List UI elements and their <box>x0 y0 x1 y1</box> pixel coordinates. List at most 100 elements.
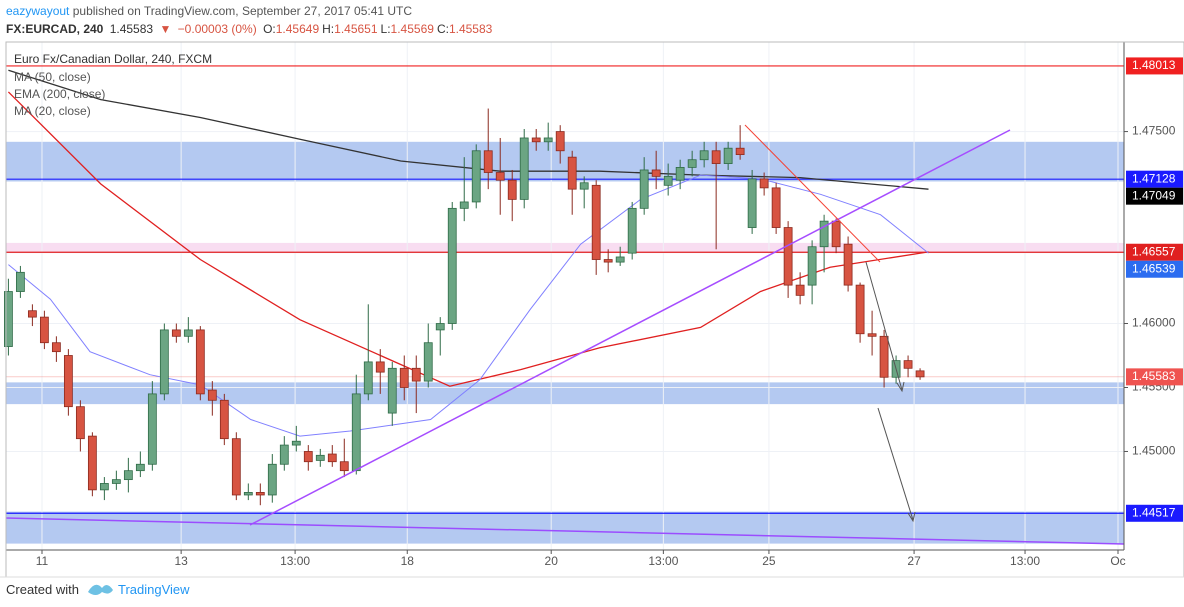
ohlc-value: 1.45583 <box>448 22 493 36</box>
candle-body <box>531 137 541 143</box>
candle-body <box>567 156 577 190</box>
created-with: Created with <box>6 582 79 597</box>
price-label-box <box>1126 243 1183 261</box>
trend-line <box>249 129 1011 526</box>
ohlc-label: H: <box>322 22 335 36</box>
candle-body <box>663 175 673 186</box>
price-label: 1.47049 <box>1132 188 1176 202</box>
change: −0.00003 (0%) <box>177 22 257 36</box>
candle-body <box>759 178 769 189</box>
change-arrow: ▼ <box>159 22 172 36</box>
header-line-2: FX:EURCAD, 240 1.45583 ▼ −0.00003 (0%) O… <box>6 22 498 36</box>
user: eazywayout <box>6 4 70 18</box>
x-tick-label: 13:00 <box>280 554 310 568</box>
x-tick-label: 18 <box>401 554 415 568</box>
candle-body <box>903 360 913 369</box>
candle-body <box>507 179 517 200</box>
candle-body <box>843 243 853 286</box>
candle-body <box>63 355 73 408</box>
candle-body <box>735 147 745 156</box>
candle-body <box>99 483 109 491</box>
price-label: 1.46539 <box>1132 261 1176 275</box>
candle-body <box>483 150 493 173</box>
legend-entry: MA (50, close) <box>14 70 91 84</box>
zone <box>6 382 1124 405</box>
candle-body <box>171 329 181 337</box>
moving-average <box>8 174 929 437</box>
y-tick-label: 1.46000 <box>1132 316 1176 330</box>
candle-body <box>411 367 421 382</box>
footer: Created with TradingView <box>6 582 190 597</box>
candle-body <box>591 184 601 260</box>
candle-body <box>267 463 277 496</box>
candle-body <box>27 310 37 318</box>
candle-body <box>327 453 337 463</box>
candle-body <box>879 335 889 378</box>
candle-body <box>243 492 253 496</box>
candle-body <box>375 361 385 373</box>
logo <box>88 584 113 595</box>
arrow <box>865 261 903 391</box>
candle-body <box>147 393 157 465</box>
candle-body <box>183 329 193 337</box>
candle-body <box>387 367 397 414</box>
price-label-box <box>1126 57 1183 75</box>
candle-body <box>303 451 313 463</box>
candle-body <box>435 323 445 331</box>
last-price: 1.45583 <box>109 22 154 36</box>
candle-body <box>447 207 457 324</box>
ohlc-value: 1.45651 <box>334 22 378 36</box>
price-label-box <box>1126 187 1183 205</box>
candle-body <box>399 367 409 388</box>
zone <box>6 141 1124 182</box>
candle-body <box>915 370 925 378</box>
candle-body <box>159 329 169 395</box>
candle-body <box>351 393 361 472</box>
candle-body <box>459 201 469 209</box>
candle-body <box>543 137 553 143</box>
published: published on TradingView.com, September … <box>72 4 413 18</box>
legend-entry: MA (20, close) <box>14 104 91 118</box>
x-tick-label: 13:00 <box>1010 554 1040 568</box>
price-label-box <box>1126 368 1183 386</box>
candle-body <box>627 207 637 254</box>
price-label-box <box>1126 504 1183 522</box>
candle-body <box>639 169 649 209</box>
candle-body <box>687 159 697 168</box>
candle-body <box>363 361 373 395</box>
zone <box>6 242 1124 254</box>
price-label: 1.47128 <box>1132 171 1176 185</box>
price-label-box <box>1126 170 1183 188</box>
candle-body <box>783 227 793 286</box>
candle-body <box>315 454 325 461</box>
moving-average <box>7 91 929 387</box>
moving-average <box>8 69 929 190</box>
x-tick-label: 11 <box>36 554 49 568</box>
zone <box>6 511 1124 544</box>
candle-body <box>831 220 841 248</box>
candle-body <box>603 259 613 263</box>
x-tick-label: Oc <box>1110 554 1125 568</box>
price-label-box <box>1126 260 1183 278</box>
candle-body <box>579 182 589 190</box>
trend-line <box>5 517 1125 545</box>
candle-body <box>795 284 805 296</box>
candle-body <box>471 150 481 203</box>
candle-body <box>555 131 565 152</box>
candle-body <box>75 406 85 440</box>
candle-body <box>423 342 433 382</box>
candle-body <box>519 137 529 200</box>
arrow <box>877 407 914 521</box>
brand: TradingView <box>118 582 190 597</box>
candle-body <box>855 284 865 335</box>
candle-body <box>675 167 685 181</box>
candle-body <box>195 329 205 395</box>
candle-body <box>219 399 229 440</box>
candle-body <box>135 463 145 472</box>
x-tick-label: 13 <box>174 554 188 568</box>
candle-body <box>123 470 133 481</box>
y-tick-label: 1.47500 <box>1132 124 1176 138</box>
arrow-head <box>907 511 916 523</box>
candle-body <box>747 178 757 228</box>
plot-area <box>3 42 1124 550</box>
